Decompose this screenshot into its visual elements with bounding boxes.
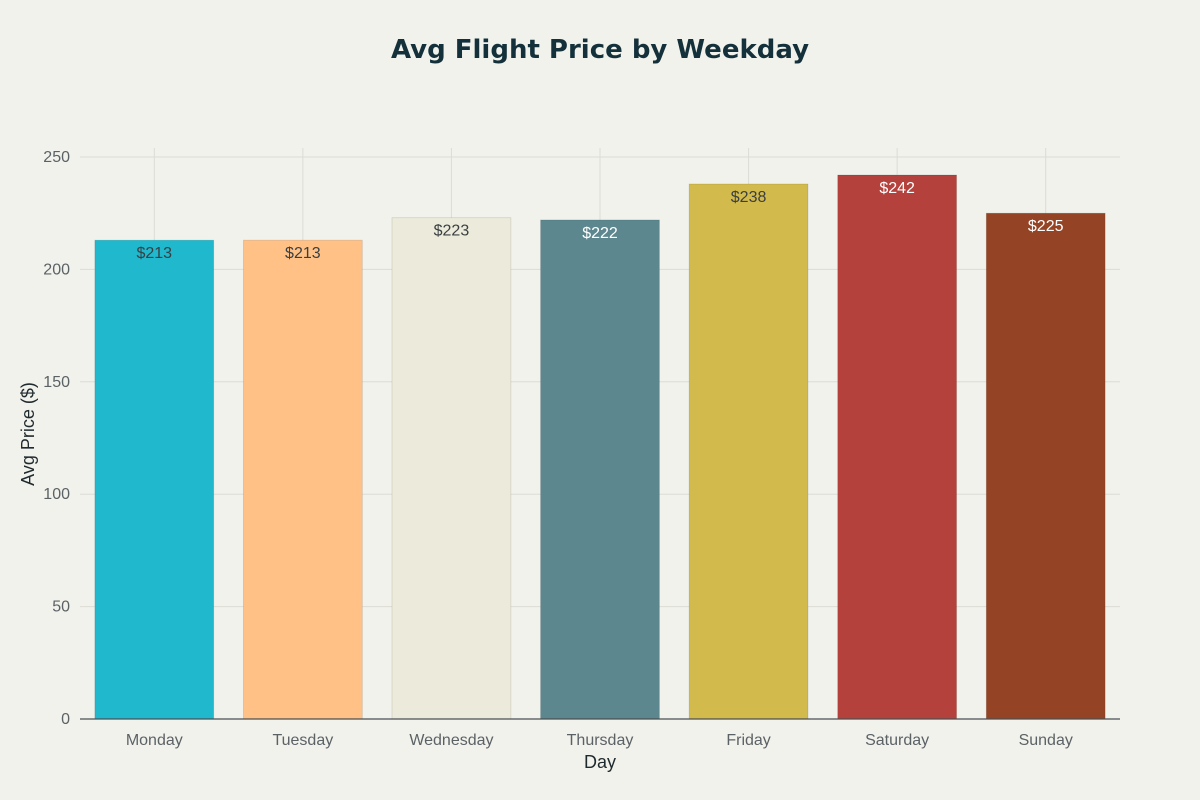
data-label-sunday: $225	[1028, 218, 1064, 235]
bar-wednesday	[391, 217, 512, 720]
bar-tuesday	[243, 239, 363, 720]
data-label-tuesday: $213	[285, 245, 321, 262]
bar-sunday	[985, 212, 1106, 720]
x-tick-label: Thursday	[567, 732, 634, 749]
x-tick-label: Saturday	[865, 732, 929, 749]
chart-title: Avg Flight Price by Weekday	[391, 35, 809, 65]
bar-monday	[94, 239, 215, 720]
y-axis-label: Avg Price ($)	[18, 382, 38, 486]
x-tick-label: Wednesday	[409, 732, 493, 749]
bar-thursday	[540, 219, 660, 720]
y-tick-label: 50	[52, 599, 70, 616]
y-tick-label: 0	[61, 711, 70, 728]
data-label-wednesday: $223	[434, 223, 470, 240]
bar-friday	[688, 183, 809, 720]
data-label-monday: $213	[136, 245, 172, 262]
bars: $213 $213 $223 $222 $238 $242 $225	[94, 174, 1106, 720]
bar-saturday	[837, 174, 957, 720]
x-tick-label: Monday	[126, 732, 183, 749]
y-tick-label: 150	[43, 374, 70, 391]
x-axis-label: Day	[584, 752, 616, 772]
x-tick-label: Tuesday	[272, 732, 333, 749]
y-tick-label: 200	[43, 261, 70, 278]
x-tick-label: Friday	[726, 732, 770, 749]
axes: 0 50 100 150 200 250 Monday Tuesday Wednesday Thu…	[43, 149, 1120, 749]
data-label-thursday: $222	[582, 225, 618, 242]
data-label-saturday: $242	[879, 180, 915, 197]
y-tick-label: 100	[43, 486, 70, 503]
y-tick-label: 250	[43, 149, 70, 166]
x-tick-label: Sunday	[1019, 732, 1073, 749]
data-label-friday: $238	[731, 189, 767, 206]
